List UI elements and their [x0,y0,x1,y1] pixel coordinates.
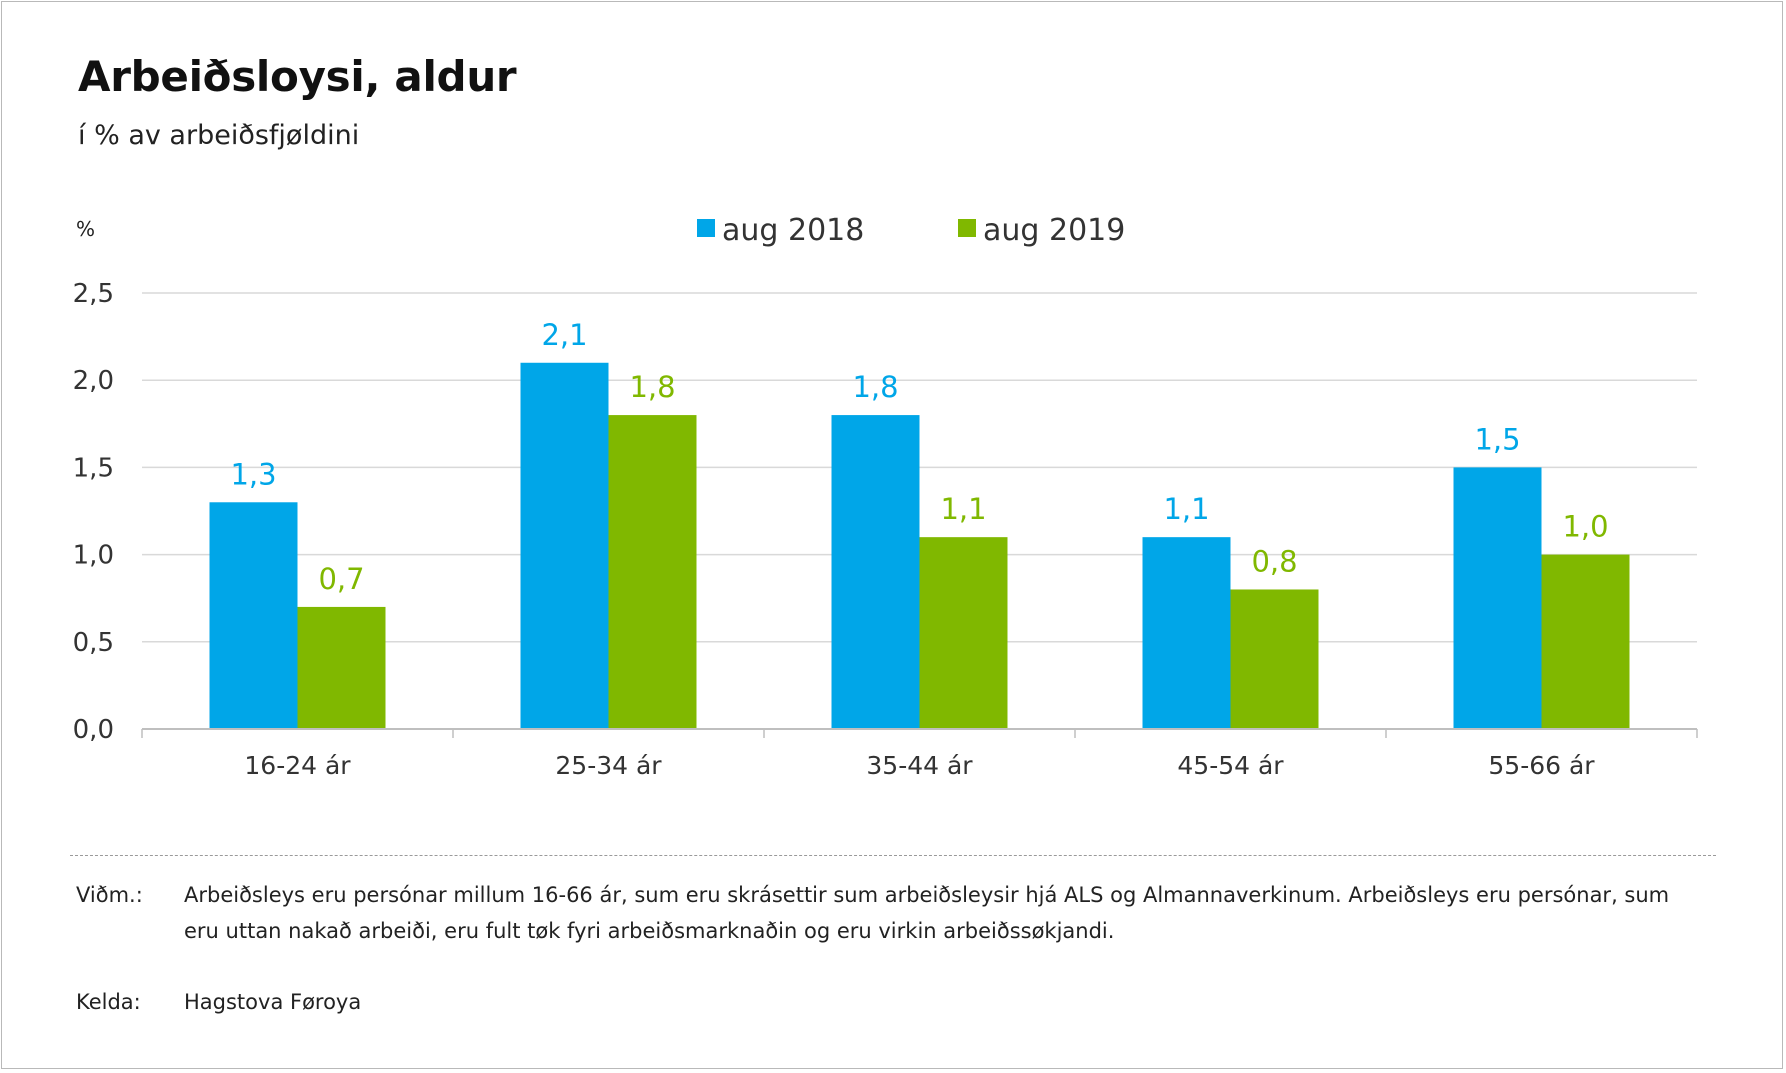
source-key: Kelda: [76,990,141,1014]
data-label: 0,8 [1251,544,1297,578]
x-tick-label: 16-24 ár [244,751,351,780]
bar [1230,589,1319,729]
bars [209,362,1630,729]
legend-label: aug 2018 [722,213,864,248]
note-text: Arbeiðsleys eru persónar millum 16-66 ár… [184,883,1670,943]
data-label: 1,5 [1474,422,1520,456]
x-tick-label: 55-66 ár [1488,751,1595,780]
y-tick-label: 0,5 [73,628,114,658]
bar [209,502,298,729]
x-tick-label: 45-54 ár [1177,751,1284,780]
x-tick-label: 25-34 ár [555,751,662,780]
axes: 0,0 0,5 1,0 1,5 2,0 2,5 16-24 ár 25-34 ár 35-44 … [73,279,1698,780]
bar [520,362,609,729]
data-label: 1,3 [230,457,276,491]
legend-swatch [697,219,715,237]
bar-chart: 1,3 0,7 2,1 1,8 1,8 1,1 1,1 0,8 1,5 1,0 0,0 0,5 1,0… [73,213,1698,780]
bar [608,415,697,729]
data-label: 1,0 [1562,510,1608,544]
data-labels: 1,3 0,7 2,1 1,8 1,8 1,1 1,1 0,8 1,5 1,0 [230,318,1608,596]
bar [1142,537,1231,729]
chart-title: Arbeiðsloysi, aldur [78,52,517,101]
bar [831,415,920,729]
bar [297,606,386,729]
legend: aug 2018 aug 2019 [697,213,1125,248]
bar [919,537,1008,729]
source-text: Hagstova Føroya [184,990,362,1014]
notes-divider [70,855,1716,856]
y-tick-label: 2,5 [73,279,114,309]
data-label: 1,1 [940,492,986,526]
data-label: 0,7 [318,562,364,596]
y-tick-label: 1,5 [73,453,114,483]
y-tick-label: 0,0 [73,715,114,745]
note-key: Viðm.: [76,883,143,907]
data-label: 1,8 [629,370,675,404]
data-label: 1,1 [1163,492,1209,526]
legend-label: aug 2019 [983,213,1125,248]
y-axis-unit-label: % [76,217,95,241]
legend-swatch [958,219,976,237]
y-tick-label: 2,0 [73,366,114,396]
bar [1453,467,1542,729]
chart-subtitle: í % av arbeiðsfjøldini [78,120,360,151]
x-tick-label: 35-44 ár [866,751,973,780]
data-label: 1,8 [852,370,898,404]
y-tick-label: 1,0 [73,541,114,571]
bar [1541,554,1630,729]
data-label: 2,1 [541,318,587,352]
